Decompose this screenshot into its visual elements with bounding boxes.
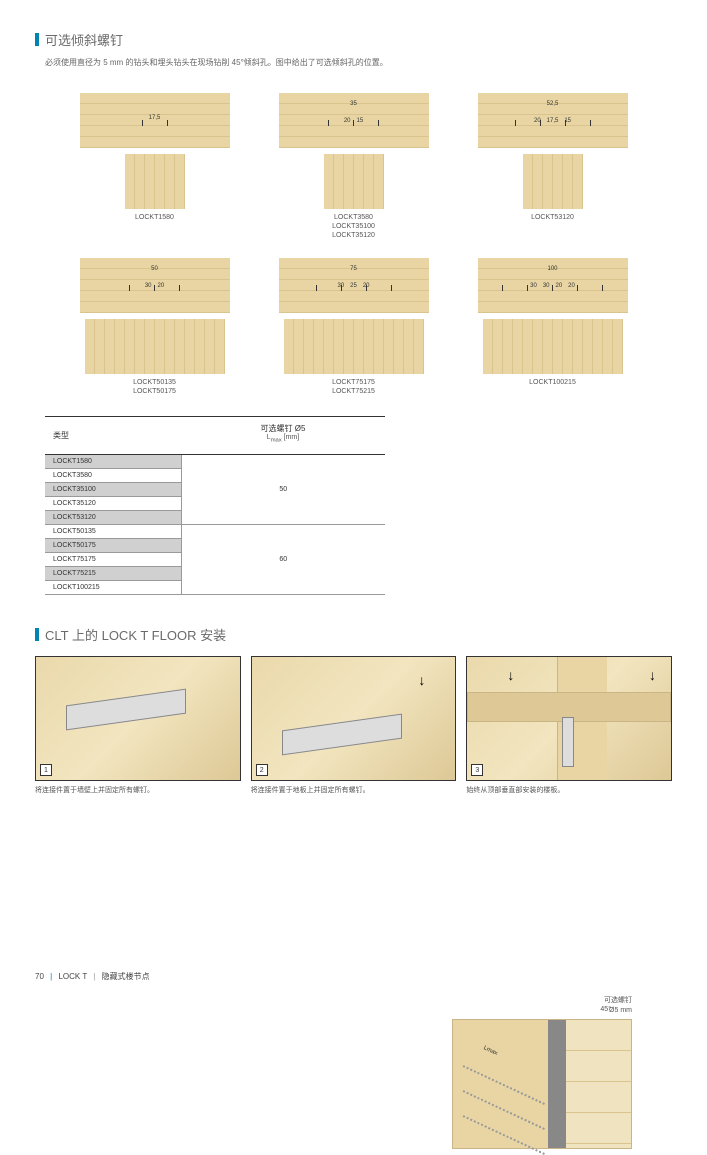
install-step-number: 2 xyxy=(256,764,268,776)
table-cell-name: LOCKT75215 xyxy=(45,566,181,580)
wood-cell: 7530 25 20 LOCKT75175LOCKT75215 xyxy=(264,258,443,396)
section-title-install: CLT 上的 LOCK T FLOOR 安装 xyxy=(35,625,672,644)
dim-top: 52,5 xyxy=(547,101,559,107)
wood-vertical xyxy=(483,319,623,374)
footer-product: LOCK T xyxy=(58,972,87,981)
screw-image: 45° Lmax xyxy=(452,1019,632,1149)
table-cell-value: 60 xyxy=(181,524,385,594)
angle-label: 45° xyxy=(600,1006,611,1013)
wood-vertical xyxy=(85,319,225,374)
install-image: ↓↓3 xyxy=(466,656,672,781)
table-cell-name: LOCKT53120 xyxy=(45,510,181,524)
table-cell-name: LOCKT50175 xyxy=(45,538,181,552)
footer-page: 70 xyxy=(35,972,44,981)
section-title-install-text: CLT 上的 LOCK T FLOOR 安装 xyxy=(45,625,226,644)
install-grid: 1 将连接件置于墙壁上并固定所有螺钉。 ↓2 将连接件置于地板上并固定所有螺钉。 ↓↓3… xyxy=(35,656,672,796)
wood-label: LOCKT1580 xyxy=(65,213,244,222)
install-step: ↓↓3 始终从顶部垂直部安装的楼板。 xyxy=(466,656,672,796)
page-footer: 70 | LOCK T | 隐藏式楼节点 xyxy=(35,971,150,982)
section-title-screws: 可选倾斜螺钉 xyxy=(35,30,672,49)
install-caption: 将连接件置于地板上并固定所有螺钉。 xyxy=(251,786,457,796)
table-cell-name: LOCKT50135 xyxy=(45,524,181,538)
wood-horizontal: 17,5 xyxy=(80,93,230,148)
wood-horizontal: 5030 20 xyxy=(80,258,230,313)
wood-cell: 3520 15 LOCKT3580LOCKT35100LOCKT35120 xyxy=(264,93,443,240)
table-cell-name: LOCKT3580 xyxy=(45,468,181,482)
dim-top: 100 xyxy=(547,266,557,272)
wood-cell: 52,520 17,5 15 LOCKT53120 xyxy=(463,93,642,240)
table-col-type: 类型 xyxy=(45,417,181,454)
section-title-text: 可选倾斜螺钉 xyxy=(45,30,123,49)
spec-table: 类型 可选螺钉 Ø5 Lmax [mm] LOCKT158050LOCKT358… xyxy=(45,416,385,594)
install-image: 1 xyxy=(35,656,241,781)
wood-label: LOCKT3580LOCKT35100LOCKT35120 xyxy=(264,213,443,240)
footer-desc: 隐藏式楼节点 xyxy=(102,972,150,981)
table-cell-value: 50 xyxy=(181,454,385,524)
install-step-number: 1 xyxy=(40,764,52,776)
wood-horizontal: 7530 25 20 xyxy=(279,258,429,313)
wood-label: LOCKT53120 xyxy=(463,213,642,222)
table-row: LOCKT5013560 xyxy=(45,524,385,538)
dim-top: 35 xyxy=(350,101,357,107)
wood-vertical xyxy=(284,319,424,374)
wood-label: LOCKT50135LOCKT50175 xyxy=(65,378,244,396)
screw-diagram: 可选螺钉 Ø5 mm 45° Lmax xyxy=(452,996,632,1148)
wood-cell: 5030 20 LOCKT50135LOCKT50175 xyxy=(65,258,244,396)
table-cell-name: LOCKT35100 xyxy=(45,482,181,496)
wood-vertical xyxy=(523,154,583,209)
table-cell-name: LOCKT75175 xyxy=(45,552,181,566)
install-image: ↓2 xyxy=(251,656,457,781)
table-cell-name: LOCKT35120 xyxy=(45,496,181,510)
table-col-sub: Lmax [mm] xyxy=(189,434,377,447)
wood-horizontal: 3520 15 xyxy=(279,93,429,148)
wood-vertical xyxy=(324,154,384,209)
wood-cell: 17,5 LOCKT1580 xyxy=(65,93,244,240)
table-row: LOCKT158050 xyxy=(45,454,385,468)
spec-table-wrap: 类型 可选螺钉 Ø5 Lmax [mm] LOCKT158050LOCKT358… xyxy=(45,416,385,594)
wood-label: LOCKT75175LOCKT75215 xyxy=(264,378,443,396)
install-caption: 始终从顶部垂直部安装的楼板。 xyxy=(466,786,672,796)
wood-label: LOCKT100215 xyxy=(463,378,642,387)
wood-cell: 10030 30 20 20 LOCKT100215 xyxy=(463,258,642,396)
footer-sep2: | xyxy=(93,972,95,981)
lmax-label: Lmax xyxy=(482,1045,498,1057)
table-col-screw: 可选螺钉 Ø5 Lmax [mm] xyxy=(181,417,385,454)
section-subtext: 必须使用直径为 5 mm 的钻头和埋头钻头在现场钻削 45°倾斜孔。图中给出了可… xyxy=(45,57,672,68)
dim-top: 75 xyxy=(350,266,357,272)
wood-horizontal: 10030 30 20 20 xyxy=(478,258,628,313)
install-step: 1 将连接件置于墙壁上并固定所有螺钉。 xyxy=(35,656,241,796)
table-cell-name: LOCKT100215 xyxy=(45,580,181,594)
footer-sep1: | xyxy=(50,972,52,981)
table-cell-name: LOCKT1580 xyxy=(45,454,181,468)
install-step: ↓2 将连接件置于地板上并固定所有螺钉。 xyxy=(251,656,457,796)
dim-top: 50 xyxy=(151,266,158,272)
install-caption: 将连接件置于墙壁上并固定所有螺钉。 xyxy=(35,786,241,796)
wood-horizontal: 52,520 17,5 15 xyxy=(478,93,628,148)
wood-vertical xyxy=(125,154,185,209)
install-step-number: 3 xyxy=(471,764,483,776)
wood-diagram-grid: 17,5 LOCKT1580 3520 15 LOCKT3580LOCKT35100L… xyxy=(35,93,672,396)
